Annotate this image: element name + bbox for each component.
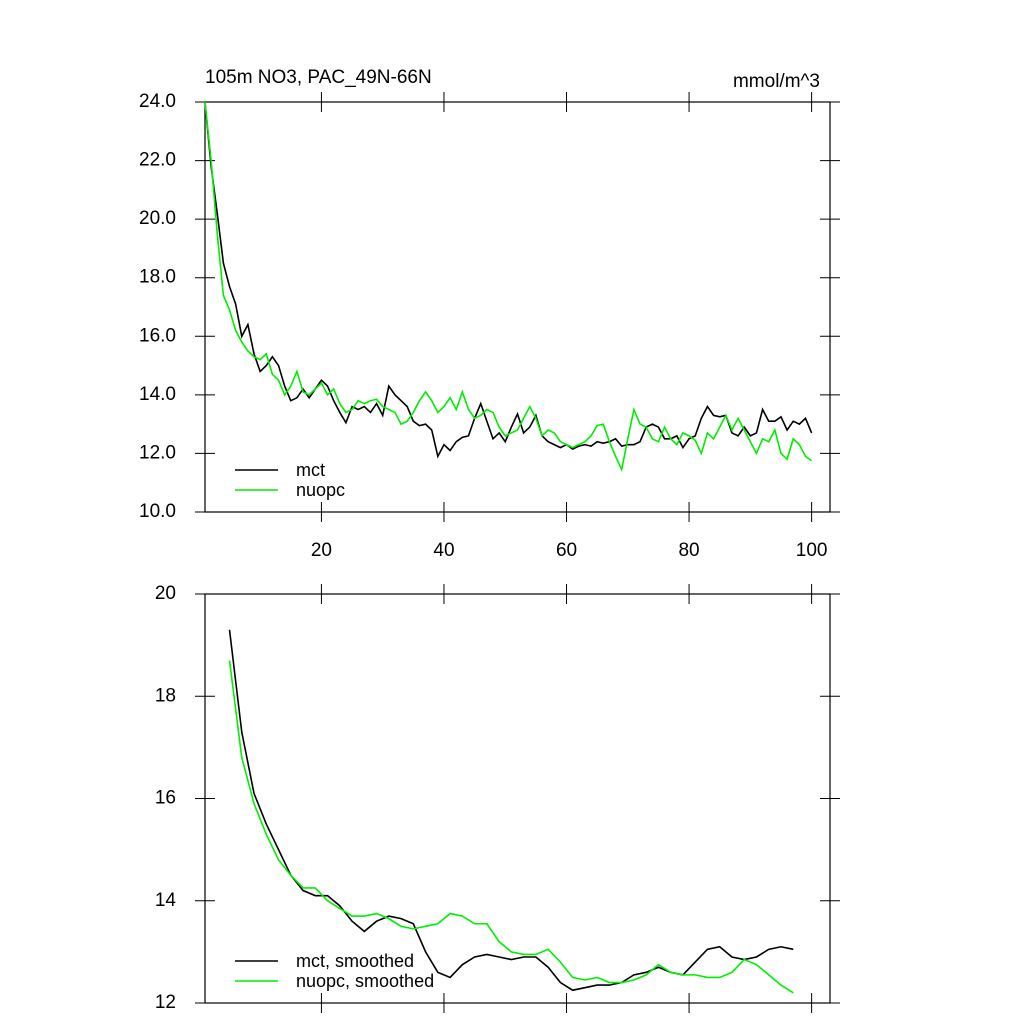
data-line [204,101,813,459]
chart-title: 105m NO3, PAC_49N-66N [205,67,432,88]
y-tick-label: 14 [155,890,177,911]
y-tick-label: 20 [155,583,176,604]
y-tick-label: 18 [155,685,176,706]
y-tick-label: 12 [155,992,176,1013]
legend-label: mct [296,460,325,480]
y-tick-label: 14.0 [139,384,176,405]
y-tick-label: 12.0 [139,442,176,463]
x-tick-label: 60 [556,540,577,561]
y-tick-label: 16 [155,788,176,809]
legend-label: mct, smoothed [296,951,414,971]
y-tick-label: 16.0 [139,325,176,346]
y-tick-label: 10.0 [139,501,176,522]
plot-frame [204,101,831,513]
x-tick-label: 20 [311,540,332,561]
x-tick-label: 40 [433,540,454,561]
y-tick-label: 24.0 [139,91,176,112]
units-label: mmol/m^3 [733,71,820,92]
plot-frame [204,593,831,1004]
data-line [204,101,813,473]
legend-label: nuopc, smoothed [296,971,434,991]
data-line [228,660,794,994]
x-tick-label: 100 [796,540,828,561]
x-tick-label: 80 [678,540,699,561]
y-tick-label: 18.0 [139,267,176,288]
data-line [228,629,794,992]
y-tick-label: 22.0 [139,150,176,171]
legend-label: nuopc [296,480,345,500]
y-tick-label: 20.0 [139,208,176,229]
